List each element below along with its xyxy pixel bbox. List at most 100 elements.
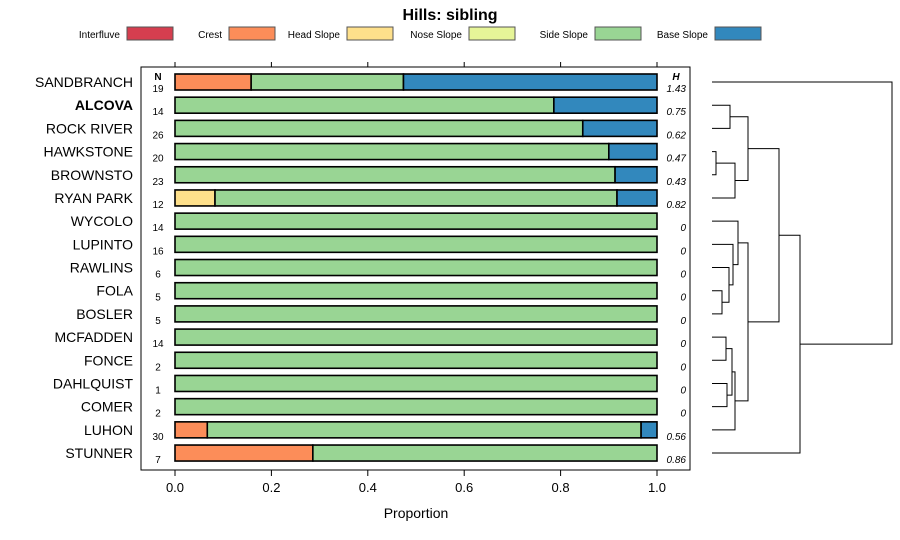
dendrogram-branch — [712, 151, 717, 176]
bar-segment-side-slope — [174, 281, 658, 300]
n-value: 2 — [155, 409, 161, 420]
x-tick-label: 0.2 — [262, 480, 280, 495]
bar-segment-base-slope — [607, 142, 658, 161]
x-tick-label: 0.4 — [359, 480, 377, 495]
category-label: MCFADDEN — [54, 329, 133, 345]
dendrogram-branch — [735, 242, 749, 402]
bar-segment-side-slope — [174, 96, 555, 114]
x-tick-label: 0.6 — [455, 480, 473, 495]
category-label: RAWLINS — [70, 260, 133, 276]
n-value: 6 — [155, 270, 161, 281]
x-tick-label: 0.0 — [166, 480, 184, 495]
legend-label: Side Slope — [540, 30, 589, 41]
bar-segment-side-slope — [174, 305, 658, 323]
bar-segment-side-slope — [250, 73, 405, 91]
n-value: 1 — [155, 385, 161, 396]
category-label: DAHLQUIST — [53, 375, 134, 391]
legend-label: Head Slope — [288, 30, 341, 41]
h-value: 0.43 — [667, 177, 687, 188]
n-value: 19 — [152, 84, 164, 95]
category-label: HAWKSTONE — [44, 144, 133, 160]
bar-segment-side-slope — [214, 189, 618, 207]
dendrogram-branch — [712, 336, 727, 361]
bar-segment-side-slope — [174, 397, 658, 416]
legend-label: Interfluve — [79, 30, 121, 41]
bar-segment-base-slope — [616, 189, 658, 207]
category-label: COMER — [81, 399, 133, 415]
bar-segment-base-slope — [614, 165, 658, 184]
category-label: RYAN PARK — [54, 190, 133, 206]
n-value: 12 — [152, 200, 164, 211]
x-tick-label: 0.8 — [552, 480, 570, 495]
n-value: 14 — [152, 223, 164, 234]
legend-swatch — [346, 26, 394, 41]
h-value: 0 — [680, 385, 686, 396]
bar-segment-side-slope — [174, 212, 658, 230]
h-value: 0 — [680, 339, 686, 350]
n-value: 20 — [152, 154, 164, 165]
h-value: 1.43 — [667, 84, 687, 95]
category-label: STUNNER — [65, 445, 133, 461]
h-value: 0.47 — [667, 154, 687, 165]
n-value: 14 — [152, 339, 164, 350]
n-value: 26 — [152, 130, 164, 141]
n-value: 23 — [152, 177, 164, 188]
dendrogram-branch — [712, 220, 739, 266]
h-value: 0.82 — [667, 200, 687, 211]
bar-segment-side-slope — [174, 328, 658, 346]
h-value: 0 — [680, 316, 686, 327]
n-header: N — [154, 72, 161, 83]
dendrogram-branch — [712, 81, 893, 345]
h-value: 0 — [680, 293, 686, 304]
legend-label: Nose Slope — [410, 30, 462, 41]
dendrogram-branch — [712, 382, 728, 408]
n-value: 5 — [155, 316, 161, 327]
n-value: 16 — [152, 246, 164, 257]
bar-segment-side-slope — [174, 165, 616, 184]
bar-segment-crest — [174, 444, 314, 462]
category-label: FONCE — [84, 352, 133, 368]
n-value: 14 — [152, 107, 164, 118]
dendrogram-branch — [712, 290, 723, 315]
h-value: 0.62 — [667, 130, 687, 141]
bar-segment-base-slope — [581, 119, 658, 138]
n-value: 5 — [155, 293, 161, 304]
h-value: 0.56 — [667, 432, 687, 443]
bar-segment-side-slope — [312, 444, 658, 462]
bar-segment-side-slope — [174, 119, 584, 138]
dendrogram-branch — [712, 162, 736, 199]
n-value: 7 — [155, 455, 161, 466]
legend-swatch — [126, 26, 174, 41]
legend-swatch — [714, 26, 762, 41]
category-label: LUPINTO — [73, 236, 134, 252]
dendrogram-branch — [712, 104, 731, 129]
category-label: ROCK RIVER — [46, 120, 133, 136]
n-value: 2 — [155, 362, 161, 373]
bar-segment-side-slope — [206, 421, 642, 439]
h-value: 0 — [680, 223, 686, 234]
dendrogram-branch — [712, 267, 730, 303]
category-label: LUHON — [84, 422, 133, 438]
bar-segment-side-slope — [174, 374, 658, 393]
dendrogram-branch — [712, 243, 734, 286]
category-label: BROWNSTO — [51, 167, 133, 183]
legend-swatch — [594, 26, 642, 41]
x-axis: 0.0 0.2 0.4 0.6 0.8 1.0 — [166, 62, 666, 495]
legend: Interfluve Crest Head Slope Nose Slope Side … — [79, 26, 762, 41]
category-label: SANDBRANCH — [35, 74, 133, 90]
h-value: 0 — [680, 409, 686, 420]
bar-segment-head-slope — [174, 189, 216, 207]
category-label: ALCOVA — [75, 97, 133, 113]
h-value: 0 — [680, 246, 686, 257]
h-header: H — [672, 72, 680, 83]
legend-swatch — [468, 26, 516, 41]
h-value: 0.75 — [667, 107, 687, 118]
bar-segment-crest — [174, 73, 252, 91]
bar-segment-base-slope — [640, 421, 658, 439]
dendrogram-branch — [748, 148, 780, 323]
bar-segment-side-slope — [174, 235, 658, 254]
legend-swatch — [228, 26, 276, 41]
n-value: 30 — [152, 432, 164, 443]
bar-segment-side-slope — [174, 142, 610, 161]
